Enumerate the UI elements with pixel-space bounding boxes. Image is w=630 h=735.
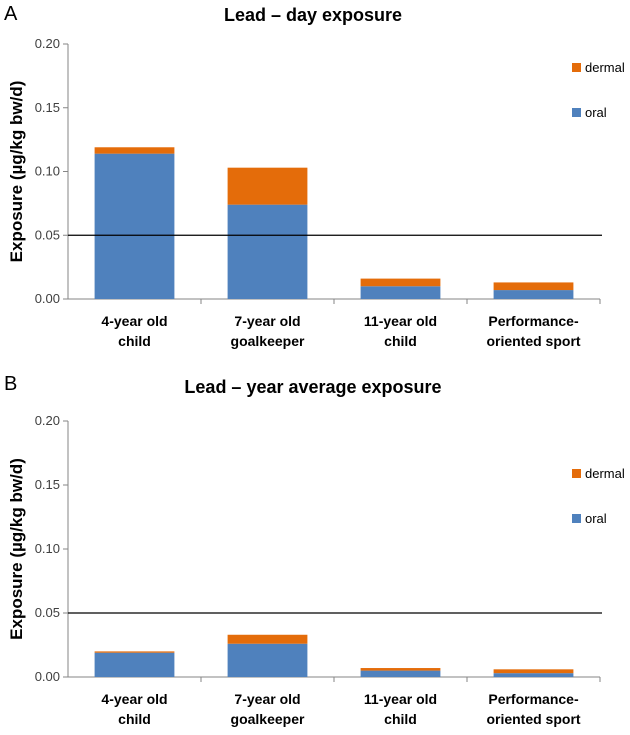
panel-a-bar-oral-1	[94, 153, 175, 299]
panel-b-title: Lead – year average exposure	[184, 377, 441, 397]
panel-a-bar-dermal-2	[227, 167, 308, 205]
panel-a-x-tick-label: Performance-	[488, 313, 579, 329]
panel-b-x-tick-label: 7-year old	[234, 691, 300, 707]
panel-b-bar-dermal-4	[493, 669, 574, 674]
panel-a-y-tick-label: 0.00	[35, 291, 60, 306]
panel-a-legend-swatch-dermal	[572, 63, 581, 72]
panel-b-bar-dermal-1	[94, 651, 175, 653]
panel-a-x-tick-label: 11-year old	[364, 313, 437, 329]
panel-b-y-tick-label: 0.20	[35, 413, 60, 428]
panel-b-y-tick-label: 0.15	[35, 477, 60, 492]
panel-a-x-tick-label: oriented sport	[486, 333, 580, 349]
panel-b-x-tick-label: child	[118, 711, 151, 727]
panel-b-y-tick-label: 0.05	[35, 605, 60, 620]
panel-a-y-tick-label: 0.20	[35, 36, 60, 51]
panel-a-x-tick-label: 7-year old	[234, 313, 300, 329]
panel-b-x-tick-label: 11-year old	[364, 691, 437, 707]
panel-b-legend-swatch-dermal	[572, 469, 581, 478]
panel-b-bar-dermal-2	[227, 634, 308, 644]
panel-a-legend-label-oral: oral	[585, 105, 607, 120]
panel-b-legend-swatch-oral	[572, 514, 581, 523]
panel-b-y-axis-label: Exposure (µg/kg bw/d)	[7, 458, 26, 640]
panel-b-bar-oral-2	[227, 643, 308, 677]
panel-a-title: Lead – day exposure	[224, 5, 402, 25]
panel-a-legend-label-dermal: dermal	[585, 60, 625, 75]
panel-b-legend-label-oral: oral	[585, 511, 607, 526]
panel-a-x-tick-label: child	[118, 333, 151, 349]
panel-b-legend-label-dermal: dermal	[585, 466, 625, 481]
panel-a-bar-oral-4	[493, 290, 574, 299]
panel-a-bar-oral-3	[360, 286, 441, 299]
panel-b-bar-dermal-3	[360, 668, 441, 671]
panel-a-y-tick-label: 0.05	[35, 227, 60, 242]
panel-b-letter: B	[4, 373, 17, 395]
panel-a-y-tick-label: 0.15	[35, 100, 60, 115]
panel-b-y-tick-label: 0.10	[35, 541, 60, 556]
panel-a-x-tick-label: 4-year old	[101, 313, 167, 329]
panel-a-x-tick-label: goalkeeper	[231, 333, 305, 349]
panel-a-x-tick-label: child	[384, 333, 417, 349]
panel-b-x-tick-label: Performance-	[488, 691, 579, 707]
panel-a-y-tick-label: 0.10	[35, 164, 60, 179]
panel-b-bar-oral-3	[360, 670, 441, 677]
panel-a-y-axis-label: Exposure (µg/kg bw/d)	[7, 81, 26, 263]
panel-a-legend-swatch-oral	[572, 108, 581, 117]
panel-a-bar-dermal-4	[493, 282, 574, 291]
panel-a-letter: A	[4, 3, 18, 25]
panel-a-bar-dermal-3	[360, 278, 441, 287]
panel-b-y-tick-label: 0.00	[35, 669, 60, 684]
panel-b-x-tick-label: child	[384, 711, 417, 727]
panel-b-bar-oral-4	[493, 673, 574, 677]
panel-b-bar-oral-1	[94, 652, 175, 677]
panel-a-bar-dermal-1	[94, 147, 175, 154]
panel-b-x-tick-label: goalkeeper	[231, 711, 305, 727]
panel-b-x-tick-label: oriented sport	[486, 711, 580, 727]
panel-b-x-tick-label: 4-year old	[101, 691, 167, 707]
panel-a-bar-oral-2	[227, 204, 308, 299]
